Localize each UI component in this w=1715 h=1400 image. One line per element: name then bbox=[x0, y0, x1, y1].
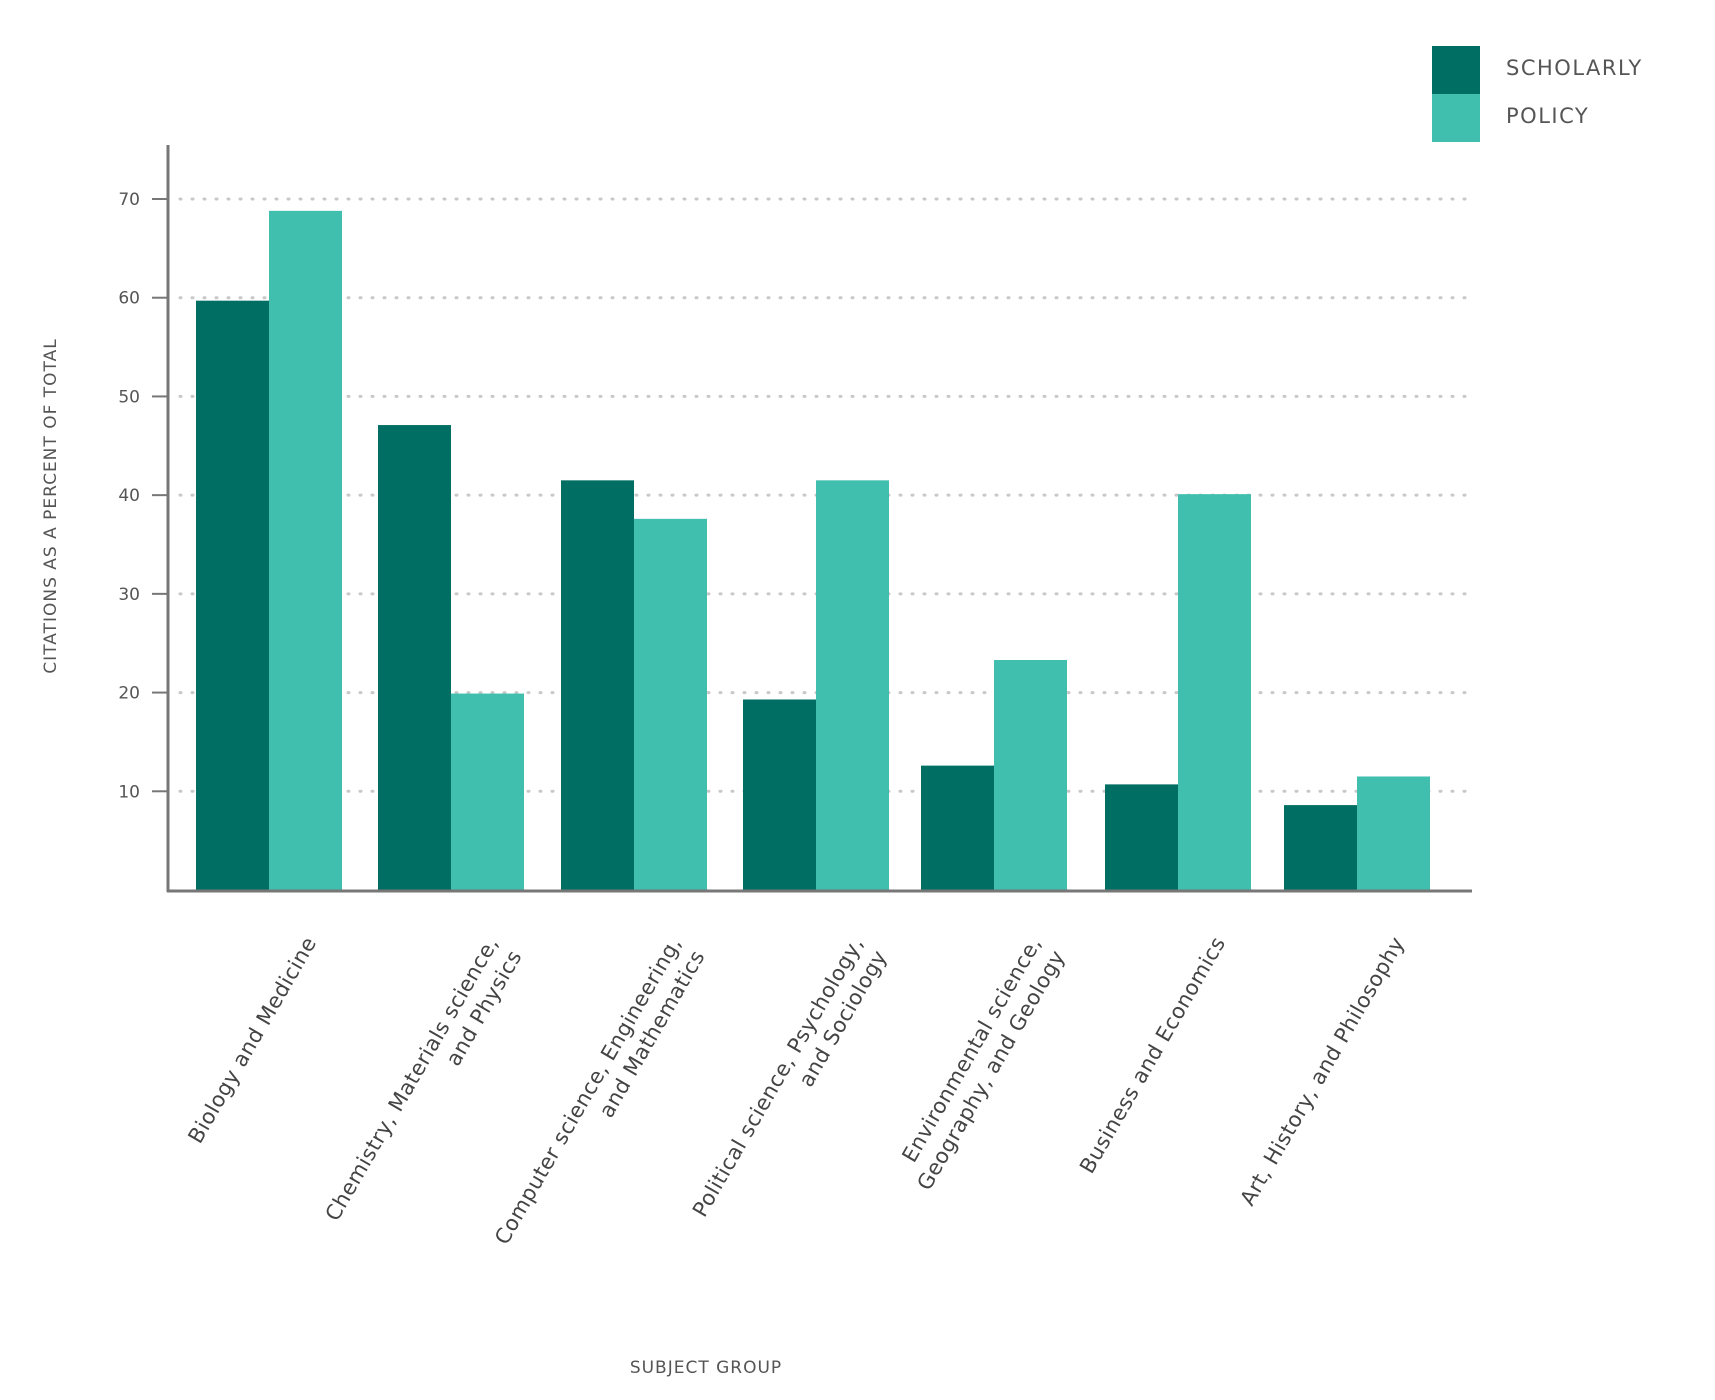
bar-policy bbox=[1357, 776, 1430, 890]
x-tick-label-line: Computer science, Engineering, bbox=[490, 933, 686, 1249]
x-tick-label-line: Art, History, and Philosophy bbox=[1235, 933, 1409, 1210]
x-tick-label: Environmental science,Geography, and Geo… bbox=[889, 933, 1070, 1195]
x-tick-label: Political science, Psychology,and Sociol… bbox=[688, 933, 892, 1235]
bar-scholarly bbox=[196, 300, 269, 890]
x-tick-label: Art, History, and Philosophy bbox=[1235, 933, 1409, 1210]
bar-scholarly bbox=[1284, 805, 1357, 890]
legend-swatch-scholarly bbox=[1432, 46, 1480, 94]
y-tick-label: 10 bbox=[118, 782, 140, 802]
x-tick-label-line: Biology and Medicine bbox=[183, 933, 321, 1148]
x-tick-label-line: Political science, Psychology, bbox=[688, 933, 868, 1222]
y-tick-label: 30 bbox=[118, 585, 140, 605]
y-tick-label: 20 bbox=[118, 684, 140, 704]
x-tick-label-line: Chemistry, Materials science, bbox=[321, 933, 504, 1226]
x-tick-label-line: Environmental science, bbox=[897, 933, 1046, 1167]
y-tick-label: 40 bbox=[118, 486, 140, 506]
legend-swatch-policy bbox=[1432, 94, 1480, 142]
bar-scholarly bbox=[743, 699, 816, 890]
y-tick-label: 50 bbox=[118, 387, 140, 407]
bar-scholarly bbox=[561, 480, 634, 890]
bar-policy bbox=[994, 659, 1067, 890]
x-tick-label-line: Business and Economics bbox=[1075, 933, 1230, 1178]
bar-policy bbox=[269, 210, 342, 891]
y-tick-label: 70 bbox=[118, 190, 140, 210]
x-axis-title: SUBJECT GROUP bbox=[630, 1358, 782, 1378]
bar-scholarly bbox=[1105, 784, 1178, 890]
x-tick-label: Business and Economics bbox=[1075, 933, 1230, 1178]
x-tick-label: Computer science, Engineering,and Mathem… bbox=[490, 933, 710, 1263]
legend-label: SCHOLARLY bbox=[1506, 56, 1643, 80]
legend-label: POLICY bbox=[1506, 104, 1589, 128]
bar-scholarly bbox=[378, 425, 451, 890]
bar-policy bbox=[816, 480, 889, 890]
y-tick-label: 60 bbox=[118, 289, 140, 309]
bar-policy bbox=[634, 518, 707, 890]
bar-scholarly bbox=[921, 765, 994, 890]
x-tick-label: Biology and Medicine bbox=[183, 933, 321, 1148]
x-tick-label: Chemistry, Materials science,and Physics bbox=[321, 933, 527, 1239]
bar-policy bbox=[451, 693, 524, 890]
x-tick-label-line: Geography, and Geology bbox=[912, 946, 1069, 1194]
bar-policy bbox=[1178, 494, 1251, 890]
y-axis-title: CITATIONS AS A PERCENT OF TOTAL bbox=[41, 338, 61, 673]
